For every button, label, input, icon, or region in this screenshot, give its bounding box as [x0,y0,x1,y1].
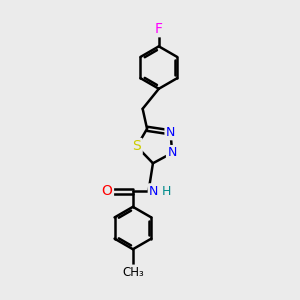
Text: N: N [149,185,158,198]
Text: N: N [167,146,177,159]
Text: CH₃: CH₃ [122,266,144,279]
Text: S: S [132,140,141,154]
Text: N: N [166,126,175,139]
Text: F: F [155,22,163,36]
Text: O: O [102,184,112,198]
Text: H: H [161,185,171,198]
